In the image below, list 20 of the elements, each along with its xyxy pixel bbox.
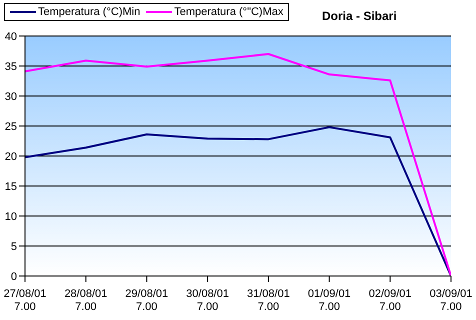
y-tick-label: 10 [4,210,17,223]
y-tick-label: 0 [10,270,17,283]
x-tick-label: 28/08/01 7.00 [64,288,108,313]
x-tick-label: 31/08/01 7.00 [247,288,290,313]
y-tick-label: 25 [4,120,17,133]
x-tick-label: 30/08/01 7.00 [186,288,229,313]
legend-label: Temperatura (°"C)Max [173,6,284,18]
x-tick-label: 01/09/01 7.00 [308,288,351,313]
x-tick-label: 27/08/01 7.00 [4,288,46,313]
y-tick-label: 15 [4,180,17,193]
x-tick-label: 02/09/01 7.00 [368,288,412,313]
y-tick-label: 35 [4,60,17,73]
x-tick-label: 03/09/01 7.00 [430,288,472,313]
x-tick-label: 29/08/01 7.00 [125,288,168,313]
y-tick-label: 5 [10,240,17,253]
y-tick-label: 20 [4,150,17,163]
legend-label: Temperatura (°C)Min [37,6,140,18]
y-tick-label: 30 [4,90,17,103]
chart-title: Doria - Sibari [322,9,397,23]
y-tick-label: 40 [4,30,17,43]
